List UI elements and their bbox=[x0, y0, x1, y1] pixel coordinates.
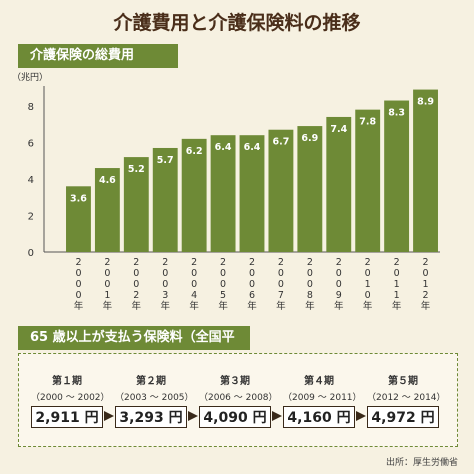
bar bbox=[152, 147, 178, 252]
premium-period: 第４期 （2009 〜 2011） 4,160 円 bbox=[283, 372, 362, 428]
premium-period: 第３期 （2006 〜 2008） 4,090 円 bbox=[199, 372, 278, 428]
bar-value-label: 8.3 bbox=[388, 108, 405, 119]
y-axis-label: （兆円） bbox=[12, 72, 48, 83]
arrow-right-icon bbox=[356, 411, 366, 421]
bar bbox=[355, 109, 381, 253]
period-range: （2006 〜 2008） bbox=[199, 393, 278, 403]
period-name: 第３期 bbox=[220, 376, 250, 387]
premium-period: 第１期 （2000 〜 2002） 2,911 円 bbox=[31, 372, 110, 428]
bar bbox=[297, 126, 323, 252]
page-title: 介護費用と介護保険料の推移 bbox=[113, 12, 361, 34]
y-tick-label: 6 bbox=[28, 139, 34, 150]
bar-value-label: 6.9 bbox=[301, 133, 318, 144]
bar bbox=[268, 129, 294, 252]
period-name: 第４期 bbox=[304, 376, 334, 387]
bar-value-label: 7.8 bbox=[359, 117, 376, 128]
bar bbox=[210, 135, 236, 252]
y-tick-label: 4 bbox=[28, 175, 34, 186]
y-tick-label: 0 bbox=[28, 248, 34, 259]
arrow-right-icon bbox=[104, 411, 114, 421]
y-tick-label: 8 bbox=[28, 102, 34, 113]
source-note: 出所：厚生労働省 bbox=[385, 458, 458, 468]
premium-periods-box: 第１期 （2000 〜 2002） 2,911 円 第２期 （2003 〜 2005） 3… bbox=[18, 353, 458, 447]
period-range: （2003 〜 2005） bbox=[115, 393, 194, 403]
section-header-premium: 65 歳以上が支払う保険料（全国平均） bbox=[18, 326, 250, 369]
bar bbox=[181, 138, 207, 252]
bar-value-label: 4.6 bbox=[99, 175, 116, 186]
period-name: 第１期 bbox=[52, 376, 82, 387]
period-premium-value: 4,090 円 bbox=[199, 406, 271, 428]
period-range: （2012 〜 2014） bbox=[367, 393, 446, 403]
bar-value-label: 7.4 bbox=[330, 124, 347, 135]
period-premium-value: 4,160 円 bbox=[283, 406, 355, 428]
bar-value-label: 3.6 bbox=[70, 193, 87, 204]
period-name: 第２期 bbox=[136, 376, 166, 387]
bar-value-label: 5.2 bbox=[128, 164, 145, 175]
arrow-right-icon bbox=[188, 411, 198, 421]
bar bbox=[413, 89, 438, 252]
period-premium-value: 3,293 円 bbox=[115, 406, 187, 428]
section-header-total-cost: 介護保険の総費用 bbox=[18, 44, 178, 68]
period-range: （2000 〜 2002） bbox=[31, 393, 110, 403]
period-premium-value: 2,911 円 bbox=[31, 406, 103, 428]
cost-bar-chart: （兆円） 0 2 4 6 8 3.6 2 0 0 0 年 4.6 2 0 0 1 年 5.2 2 0 0 2 年 5.7 2 0 0 3… bbox=[12, 72, 440, 312]
arrow-right-icon bbox=[272, 411, 282, 421]
bar-value-label: 5.7 bbox=[157, 155, 174, 166]
premium-period: 第２期 （2003 〜 2005） 3,293 円 bbox=[115, 372, 194, 428]
period-name: 第５期 bbox=[388, 376, 418, 387]
bar bbox=[239, 135, 265, 252]
premium-period: 第５期 （2012 〜 2014） 4,972 円 bbox=[367, 372, 446, 428]
period-premium-value: 4,972 円 bbox=[367, 406, 439, 428]
bar bbox=[326, 116, 352, 252]
period-range: （2009 〜 2011） bbox=[283, 393, 362, 403]
bar-value-label: 6.4 bbox=[244, 142, 261, 153]
bar bbox=[94, 168, 120, 252]
bar bbox=[66, 186, 91, 252]
bar-value-label: 6.4 bbox=[215, 142, 232, 153]
bar-value-label: 8.9 bbox=[417, 97, 434, 108]
y-tick-label: 2 bbox=[28, 212, 34, 223]
bar bbox=[384, 100, 410, 253]
bar-value-label: 6.7 bbox=[273, 137, 290, 148]
bar bbox=[123, 157, 149, 252]
bar-value-label: 6.2 bbox=[186, 146, 203, 157]
